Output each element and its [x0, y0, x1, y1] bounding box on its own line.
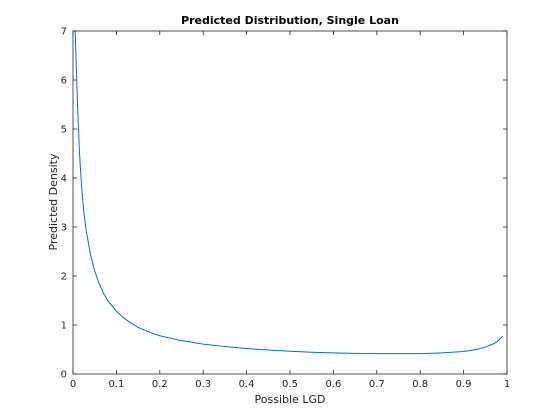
- series-line: [74, 30, 504, 355]
- y-tick-label: 0: [61, 370, 67, 381]
- y-axis-label: Predicted Density: [47, 153, 60, 250]
- y-tick-label: 7: [61, 27, 67, 38]
- x-tick-label: 0.5: [282, 379, 298, 390]
- x-tick-label: 0.4: [239, 379, 255, 390]
- y-tick-label: 4: [61, 174, 67, 185]
- y-tick-label: 3: [61, 223, 67, 234]
- x-tick-label: 1: [504, 379, 510, 390]
- x-axis-label: Possible LGD: [255, 393, 326, 406]
- y-tick-label: 1: [61, 321, 67, 332]
- x-tick-label: 0.1: [108, 379, 124, 390]
- axes: 0 0.1 0.2 0.3 0.4 0.5 0.6 0.7 0.8 0.9 1 0 1 2 3 4 5 6 7: [61, 27, 511, 391]
- x-tick-label: 0.9: [456, 379, 472, 390]
- plot-area: [73, 31, 507, 374]
- y-tick-label: 6: [61, 76, 67, 87]
- x-tick-label: 0: [70, 379, 76, 390]
- y-tick-label: 2: [61, 272, 67, 283]
- x-tick-label: 0.7: [369, 379, 385, 390]
- x-tick-label: 0.3: [195, 379, 211, 390]
- x-tick-label: 0.8: [412, 379, 428, 390]
- y-tick-label: 5: [61, 125, 67, 136]
- x-tick-label: 0.2: [152, 379, 168, 390]
- series-group: [74, 30, 504, 355]
- x-tick-label: 0.6: [325, 379, 341, 390]
- chart-title: Predicted Distribution, Single Loan: [181, 14, 399, 27]
